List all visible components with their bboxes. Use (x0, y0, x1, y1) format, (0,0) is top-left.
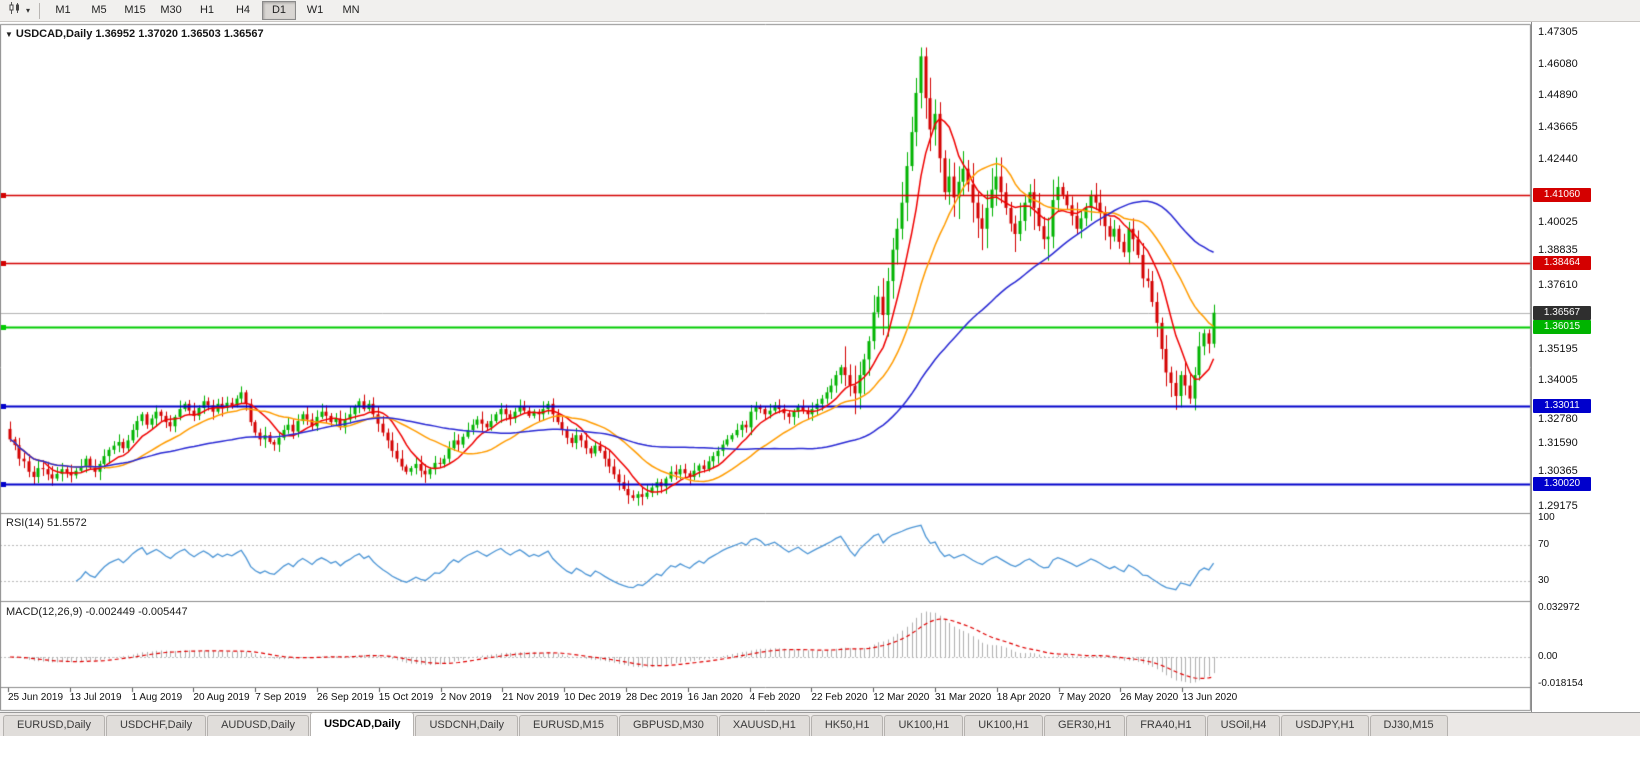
price-level-badge: 1.33011 (1533, 398, 1591, 413)
chart-tab-usdcnh-daily[interactable]: USDCNH,Daily (415, 715, 519, 736)
time-axis-label: 13 Jul 2019 (69, 692, 122, 703)
timeframe-button-mn[interactable]: MN (342, 4, 360, 16)
macd-indicator-label: MACD(12,26,9) -0.002449 -0.005447 (6, 606, 188, 618)
toolbar-separator (39, 2, 41, 19)
chart-tab-audusd-daily[interactable]: AUDUSD,Daily (207, 715, 310, 736)
chart-type-dropdown[interactable]: ▾ (4, 0, 34, 22)
price-grid-label: 1.29175 (1538, 499, 1578, 512)
chart-area: ▼ USDCAD,Daily 1.36952 1.37020 1.36503 1.… (0, 22, 1531, 712)
time-axis-label: 1 Aug 2019 (131, 692, 183, 703)
rsi-indicator-label: RSI(14) 51.5572 (6, 517, 87, 529)
chart-tab-bar: EURUSD,Daily USDCHF,Daily AUDUSD,Daily USDC… (0, 712, 1640, 736)
chart-tab-ger30-h1[interactable]: GER30,H1 (1044, 715, 1126, 736)
chart-tab-usdjpy-h1[interactable]: USDJPY,H1 (1281, 715, 1369, 736)
timeframe-buttons: M1 M5 M15 M30 H1 H4 D1 W1 MN (45, 1, 369, 20)
rsi-axis-label: 100 (1538, 512, 1555, 523)
price-level-badge: 1.41060 (1533, 188, 1591, 203)
chart-ohlc-values: 1.36952 1.37020 1.36503 1.36567 (95, 28, 264, 40)
price-grid-label: 1.31590 (1538, 436, 1578, 449)
time-axis-label: 2 Nov 2019 (440, 692, 492, 703)
timeframe-button-h1[interactable]: H1 (199, 4, 215, 16)
chart-tab-usdchf-daily[interactable]: USDCHF,Daily (105, 715, 207, 736)
time-axis-label: 26 May 2020 (1120, 692, 1179, 703)
chart-title: ▼ USDCAD,Daily 1.36952 1.37020 1.36503 1.… (5, 28, 264, 40)
timeframe-toolbar: ▾ M1 M5 M15 M30 H1 H4 D1 W1 MN (0, 0, 1640, 22)
chart-tab-hk50-h1[interactable]: HK50,H1 (810, 715, 884, 736)
price-grid-label: 1.35195 (1538, 342, 1578, 355)
time-axis-label: 26 Sep 2019 (317, 692, 374, 703)
chart-tab-usdcad-daily[interactable]: USDCAD,Daily (310, 712, 415, 736)
timeframe-button-m15[interactable]: M15 (124, 4, 146, 16)
timeframe-button-d1[interactable]: D1 (262, 1, 297, 20)
price-grid-label: 1.30365 (1538, 464, 1578, 477)
price-grid-label: 1.37610 (1538, 279, 1578, 292)
price-grid-label: 1.44890 (1538, 89, 1578, 102)
chart-tab-xauusd-h1[interactable]: XAUUSD,H1 (718, 715, 810, 736)
timeframe-button-m30[interactable]: M30 (160, 4, 182, 16)
time-axis-label: 28 Dec 2019 (626, 692, 683, 703)
time-axis-label: 12 Mar 2020 (873, 692, 930, 703)
chart-tab-gbpusd-m30[interactable]: GBPUSD,M30 (618, 715, 718, 736)
time-axis-label: 4 Feb 2020 (749, 692, 801, 703)
time-axis-label: 18 Apr 2020 (996, 692, 1051, 703)
price-grid-label: 1.38835 (1538, 244, 1578, 257)
timeframe-button-m1[interactable]: M1 (55, 4, 71, 16)
price-grid-label: 1.34005 (1538, 373, 1578, 386)
time-axis-label: 7 Sep 2019 (255, 692, 307, 703)
price-grid-label: 1.32780 (1538, 412, 1578, 425)
rsi-axis-label: 70 (1538, 539, 1550, 550)
chart-tab-usoil-h4[interactable]: USOil,H4 (1206, 715, 1281, 736)
time-axis-label: 10 Dec 2019 (564, 692, 621, 703)
chart-tab-fra40-h1[interactable]: FRA40,H1 (1126, 715, 1206, 736)
macd-axis-label: 0.032972 (1538, 602, 1580, 613)
macd-axis-label: 0.00 (1538, 651, 1558, 662)
price-level-badge: 1.36015 (1533, 320, 1591, 335)
price-grid-label: 1.40025 (1538, 216, 1578, 229)
candlestick-chart-icon (8, 1, 24, 20)
time-axis-label: 31 Mar 2020 (935, 692, 992, 703)
price-scale[interactable]: 1.47305 1.46080 1.44890 1.43665 1.42440 1.400… (1531, 22, 1640, 712)
timeframe-button-h4[interactable]: H4 (235, 4, 251, 16)
time-axis-label: 21 Nov 2019 (502, 692, 560, 703)
price-chart-canvas[interactable] (0, 22, 1531, 712)
chart-tab-eurusd-daily[interactable]: EURUSD,Daily (3, 715, 105, 736)
price-grid-label: 1.46080 (1538, 58, 1578, 71)
timeframe-button-w1[interactable]: W1 (306, 4, 324, 16)
timeframe-button-m5[interactable]: M5 (91, 4, 107, 16)
macd-axis-label: -0.018154 (1538, 678, 1584, 689)
rsi-axis-label: 30 (1538, 575, 1550, 586)
price-grid-label: 1.47305 (1538, 26, 1578, 39)
time-axis-label: 22 Feb 2020 (811, 692, 868, 703)
chart-tab-uk100-h1[interactable]: UK100,H1 (884, 715, 964, 736)
price-grid-label: 1.42440 (1538, 153, 1578, 166)
chart-tab-eurusd-m15[interactable]: EURUSD,M15 (519, 715, 618, 736)
time-axis-label: 13 Jun 2020 (1182, 692, 1238, 703)
time-axis-label: 25 Jun 2019 (8, 692, 64, 703)
time-axis-label: 15 Oct 2019 (378, 692, 434, 703)
chart-collapse-arrow-icon[interactable]: ▼ (5, 30, 13, 39)
chart-symbol-period: USDCAD,Daily (15, 28, 93, 40)
price-level-badge: 1.36567 (1533, 305, 1591, 320)
price-grid-label: 1.43665 (1538, 121, 1578, 134)
time-axis-label: 7 May 2020 (1058, 692, 1111, 703)
chart-tab-uk100-h1[interactable]: UK100,H1 (964, 715, 1043, 736)
price-level-badge: 1.30020 (1533, 476, 1591, 491)
time-axis-label: 20 Aug 2019 (193, 692, 250, 703)
time-axis-label: 16 Jan 2020 (687, 692, 743, 703)
price-level-badge: 1.38464 (1533, 256, 1591, 271)
chevron-down-icon: ▾ (26, 6, 31, 15)
chart-tab-dj30-m15[interactable]: DJ30,M15 (1369, 715, 1448, 736)
